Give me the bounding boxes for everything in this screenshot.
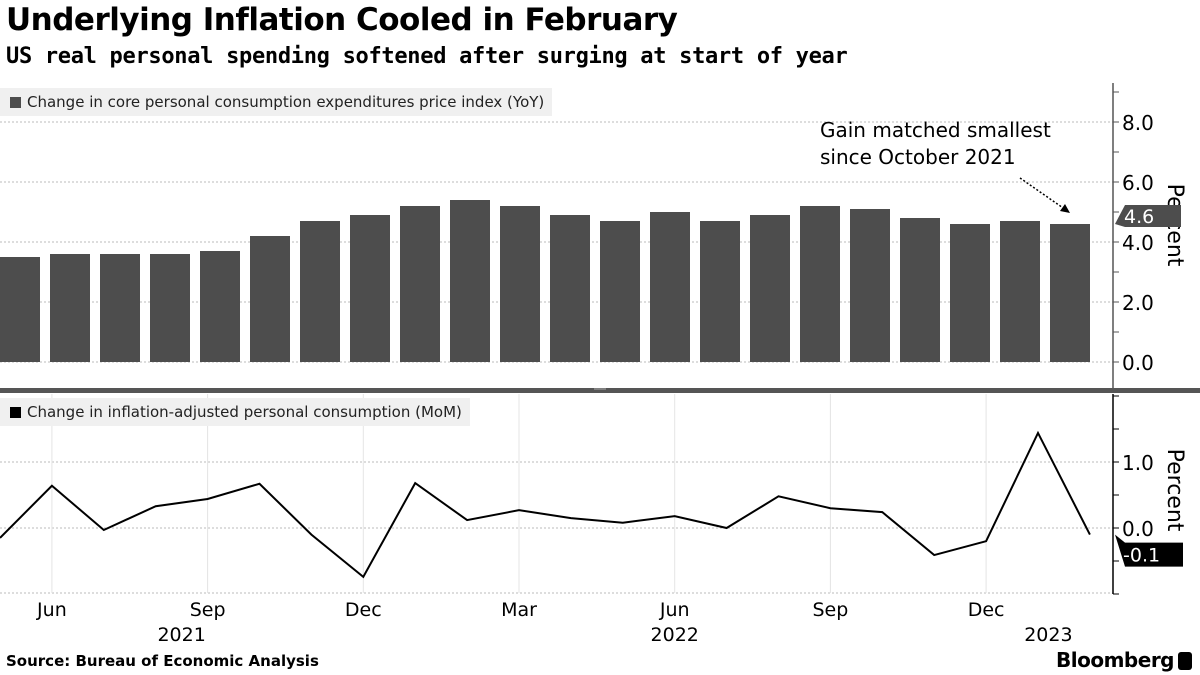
bar-apr-2022 — [550, 215, 590, 362]
x-year-label: 2021 — [157, 624, 205, 646]
chart-subtitle: US real personal spending softened after… — [6, 44, 848, 69]
bar-oct-2022 — [850, 209, 890, 362]
bar-jul-2021 — [100, 254, 140, 362]
last-value-tag-bottom — [1115, 534, 1183, 567]
legend-top: Change in core personal consumption expe… — [0, 88, 553, 116]
y-tick-label: 4.0 — [1122, 231, 1154, 255]
y-tick-label: 8.0 — [1122, 111, 1154, 135]
last-value-tag-top — [1115, 205, 1181, 227]
bar-aug-2021 — [150, 254, 190, 362]
bar-may-2022 — [600, 221, 640, 362]
last-value-label-bottom: -0.1 — [1123, 545, 1160, 567]
last-value-label-top: 4.6 — [1124, 206, 1154, 228]
panel-divider — [0, 388, 1200, 393]
y-tick-label: 1.0 — [1122, 451, 1154, 475]
bar-may-2021 — [0, 257, 40, 362]
bar-sep-2022 — [800, 206, 840, 362]
legend-label-line: Change in inflation-adjusted personal co… — [27, 403, 462, 421]
bloomberg-logo: Bloomberg — [1056, 648, 1192, 672]
annotation-arrow — [1019, 177, 1067, 211]
x-tick-label: Jun — [36, 599, 67, 621]
consumption-line — [0, 430, 1091, 579]
bar-dec-2021 — [350, 215, 390, 362]
bar-jan-2022 — [400, 206, 440, 362]
bar-aug-2022 — [750, 215, 790, 362]
bloomberg-mark-icon — [1178, 652, 1192, 670]
y-tick-label: 2.0 — [1122, 291, 1154, 315]
bar-mar-2022 — [500, 206, 540, 362]
bar-nov-2022 — [900, 218, 940, 362]
x-tick-label: Dec — [968, 599, 1005, 621]
bar-dec-2022 — [950, 224, 990, 362]
x-tick-label: Dec — [345, 599, 382, 621]
bar-nov-2021 — [300, 221, 340, 362]
bar-sep-2021 — [200, 251, 240, 362]
legend-swatch-line — [10, 407, 21, 418]
y-tick-label: 0.0 — [1122, 517, 1154, 541]
y-tick-label: 0.0 — [1122, 351, 1154, 375]
annotation-line-1: Gain matched smallest — [820, 118, 1051, 142]
source-note: Source: Bureau of Economic Analysis — [6, 652, 319, 670]
bar-jun-2021 — [50, 254, 90, 362]
bar-oct-2021 — [250, 236, 290, 362]
x-tick-label: Mar — [501, 599, 537, 621]
x-tick-label: Sep — [812, 599, 848, 621]
chart-title: Underlying Inflation Cooled in February — [6, 2, 678, 38]
y-axis-title-bottom: Percent — [1162, 449, 1187, 532]
x-year-label: 2023 — [1024, 624, 1072, 646]
x-year-label: 2022 — [651, 624, 699, 646]
bar-jan-2023 — [1000, 221, 1040, 362]
bar-jul-2022 — [700, 221, 740, 362]
legend-bottom: Change in inflation-adjusted personal co… — [0, 398, 470, 426]
bar-feb-2023 — [1050, 224, 1090, 362]
legend-label-bar: Change in core personal consumption expe… — [27, 93, 545, 111]
y-tick-label: 6.0 — [1122, 171, 1154, 195]
brand-text: Bloomberg — [1056, 648, 1174, 672]
x-tick-label: Sep — [190, 599, 226, 621]
annotation-arrowhead-icon — [1060, 204, 1070, 213]
legend-swatch-bar — [10, 97, 21, 108]
bar-feb-2022 — [450, 200, 490, 362]
x-tick-label: Jun — [659, 599, 690, 621]
bar-jun-2022 — [650, 212, 690, 362]
annotation-line-2: since October 2021 — [820, 145, 1016, 169]
